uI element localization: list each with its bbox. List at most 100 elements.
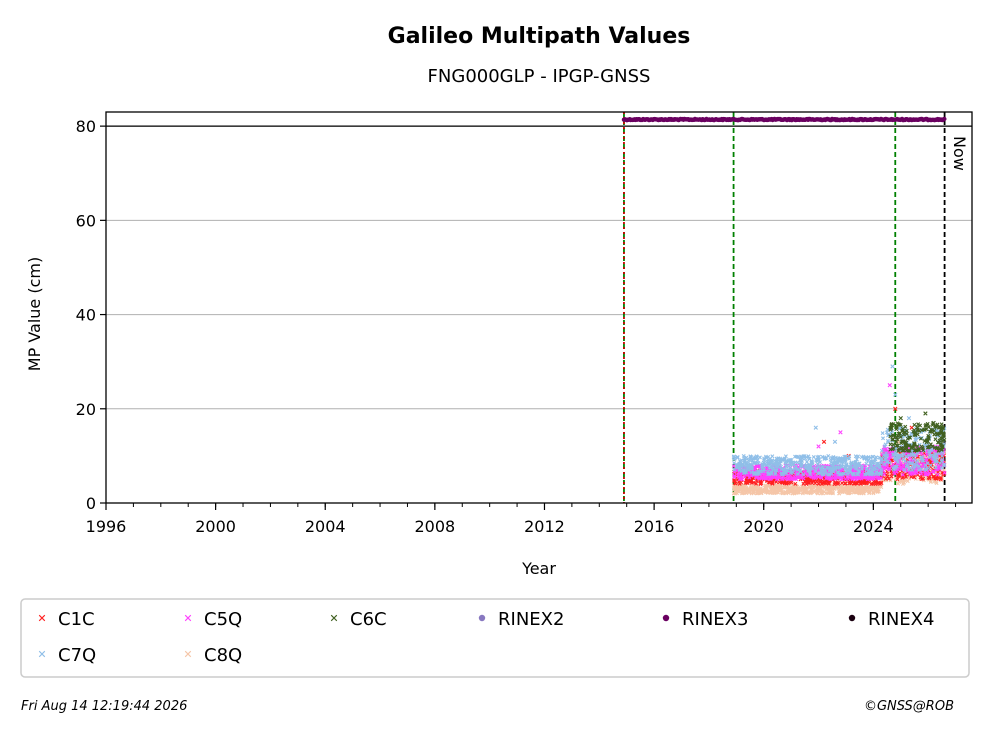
data-point: [735, 455, 740, 460]
data-point: [922, 469, 927, 474]
data-point: [860, 464, 865, 469]
data-point: [927, 451, 932, 456]
data-point: [894, 443, 899, 448]
data-point: [836, 488, 841, 493]
outlier-point: [816, 444, 821, 449]
data-point: [809, 488, 814, 493]
data-point: [749, 465, 754, 470]
data-point: [836, 481, 841, 486]
data-point: [836, 465, 841, 470]
data-point: [899, 445, 904, 450]
data-point: [856, 472, 861, 477]
now-label: Now: [950, 136, 969, 171]
data-point: [887, 454, 892, 459]
data-point: [933, 465, 938, 470]
data-point: [801, 476, 806, 481]
data-point: [802, 454, 807, 459]
legend-label-c6c: C6C: [350, 609, 387, 630]
data-point: [937, 424, 942, 429]
legend-marker-c6c: [330, 614, 338, 622]
data-point: [912, 441, 917, 446]
data-point: [823, 467, 828, 472]
data-point: [754, 475, 759, 480]
data-point: [731, 491, 736, 496]
outlier-point: [931, 420, 936, 426]
data-point: [901, 457, 906, 462]
data-point: [743, 480, 748, 485]
outlier-point: [887, 383, 892, 388]
data-point: [897, 466, 902, 471]
data-point: [792, 476, 797, 481]
footer-timestamp: Fri Aug 14 12:19:44 2026: [21, 699, 187, 714]
data-point: [845, 472, 850, 477]
x-tick-label: 2024: [853, 517, 894, 536]
data-points: [621, 116, 947, 496]
data-point: [887, 460, 892, 465]
data-point: [931, 470, 936, 475]
data-point: [795, 489, 800, 494]
data-point: [850, 486, 855, 491]
data-point: [905, 464, 910, 469]
data-point: [867, 472, 872, 476]
data-point: [854, 457, 859, 462]
data-point: [870, 454, 875, 459]
data-point: [803, 489, 808, 494]
data-point: [812, 483, 817, 488]
data-point: [815, 491, 820, 496]
data-point: [790, 470, 795, 475]
data-point: [933, 424, 938, 429]
data-point: [732, 461, 737, 466]
data-point: [843, 469, 848, 474]
footer-credit: ©GNSS@ROB: [864, 699, 954, 714]
data-point: [805, 481, 810, 486]
data-point: [911, 474, 916, 479]
data-point: [915, 458, 920, 463]
data-point: [884, 466, 889, 471]
data-point: [742, 471, 747, 476]
data-point: [804, 455, 809, 460]
data-point: [740, 491, 745, 496]
data-point: [909, 452, 914, 457]
data-point: [937, 438, 942, 443]
data-point: [744, 491, 749, 496]
data-point: [781, 467, 786, 472]
data-point: [895, 477, 900, 482]
data-point: [785, 474, 790, 479]
data-point: [923, 463, 928, 468]
data-point: [902, 467, 907, 472]
data-point: [839, 464, 844, 469]
data-point: [782, 476, 787, 481]
data-point: [839, 481, 844, 486]
data-point: [877, 466, 882, 471]
data-point: [855, 463, 860, 468]
data-point: [857, 485, 862, 490]
y-axis: 0 20 40 60 80: [76, 117, 106, 513]
data-point: [819, 464, 824, 469]
data-point: [853, 489, 858, 494]
data-point: [750, 466, 755, 471]
data-point: [826, 472, 831, 477]
data-point: [765, 469, 770, 474]
x-axis-label: Year: [521, 559, 556, 578]
data-point: [862, 475, 867, 480]
data-point: [929, 429, 934, 434]
data-point: [896, 446, 901, 451]
data-point: [828, 490, 833, 495]
data-point: [762, 475, 767, 480]
data-point: [843, 481, 847, 486]
outlier-point: [893, 406, 898, 411]
data-point: [799, 454, 804, 459]
data-point: [751, 460, 756, 465]
data-point: [859, 491, 864, 496]
data-point: [867, 490, 872, 495]
data-point: [940, 445, 945, 450]
data-point: [933, 437, 938, 442]
data-point: [916, 447, 921, 452]
data-point: [816, 474, 821, 479]
data-point: [935, 431, 940, 436]
data-point: [867, 480, 872, 485]
data-point: [789, 477, 794, 482]
data-point: [863, 472, 868, 477]
data-point: [760, 465, 765, 470]
data-point: [880, 431, 885, 436]
